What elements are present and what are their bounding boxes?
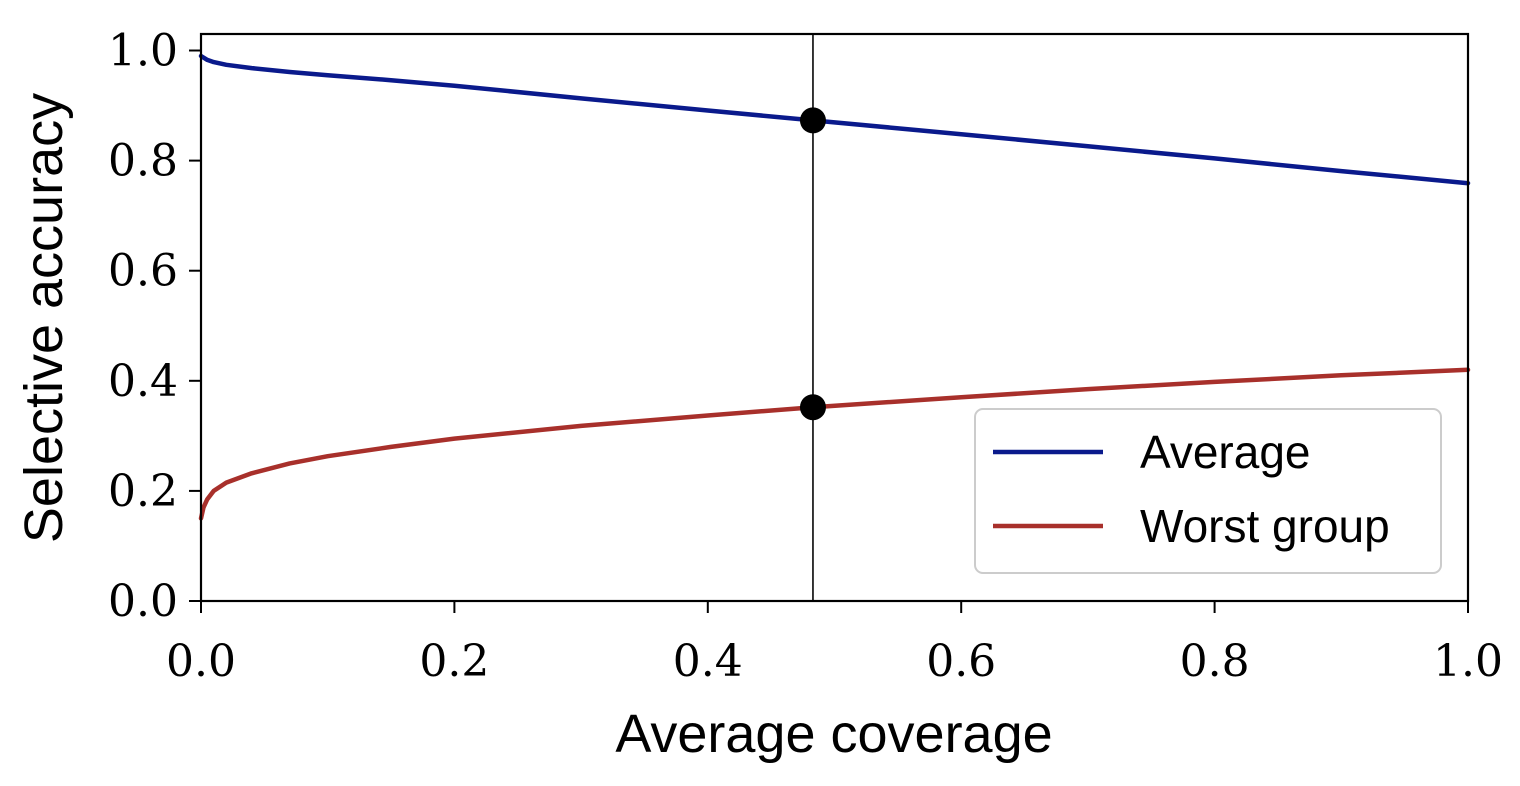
x-tick-label-1: 0.2 [419, 636, 489, 687]
series-line-0 [198, 53, 1471, 186]
x-tick-label-3: 0.6 [926, 636, 996, 687]
marker-point-1 [799, 394, 826, 421]
x-tick-label-5: 1.0 [1433, 636, 1503, 687]
y-axis-title: Selective accuracy [14, 93, 74, 543]
y-tick-label-0: 0.0 [108, 576, 178, 627]
y-tick-label-5: 1.0 [108, 26, 178, 77]
y-tick-label-3: 0.6 [108, 246, 178, 297]
legend: Average Worst group [974, 408, 1442, 574]
y-tick-label-2: 0.4 [108, 356, 178, 407]
x-axis-ticks: 0.0 0.2 0.4 0.6 0.8 1.0 [166, 601, 1503, 687]
x-tick-label-0: 0.0 [166, 636, 236, 687]
x-tick-label-4: 0.8 [1180, 636, 1250, 687]
marker-point-0 [799, 107, 826, 134]
marker-layer [799, 107, 826, 421]
legend-label-1: Worst group [1140, 500, 1390, 552]
y-tick-label-1: 0.2 [108, 466, 178, 517]
x-axis-title: Average coverage [615, 704, 1052, 764]
series-line-1 [198, 367, 1471, 521]
y-axis-ticks: 0.0 0.2 0.4 0.6 0.8 1.0 [108, 26, 201, 627]
y-tick-label-4: 0.8 [108, 136, 178, 187]
series-layer [198, 53, 1471, 521]
x-tick-label-2: 0.4 [673, 636, 743, 687]
plot-frame [199, 32, 1470, 603]
legend-label-0: Average [1140, 426, 1311, 478]
